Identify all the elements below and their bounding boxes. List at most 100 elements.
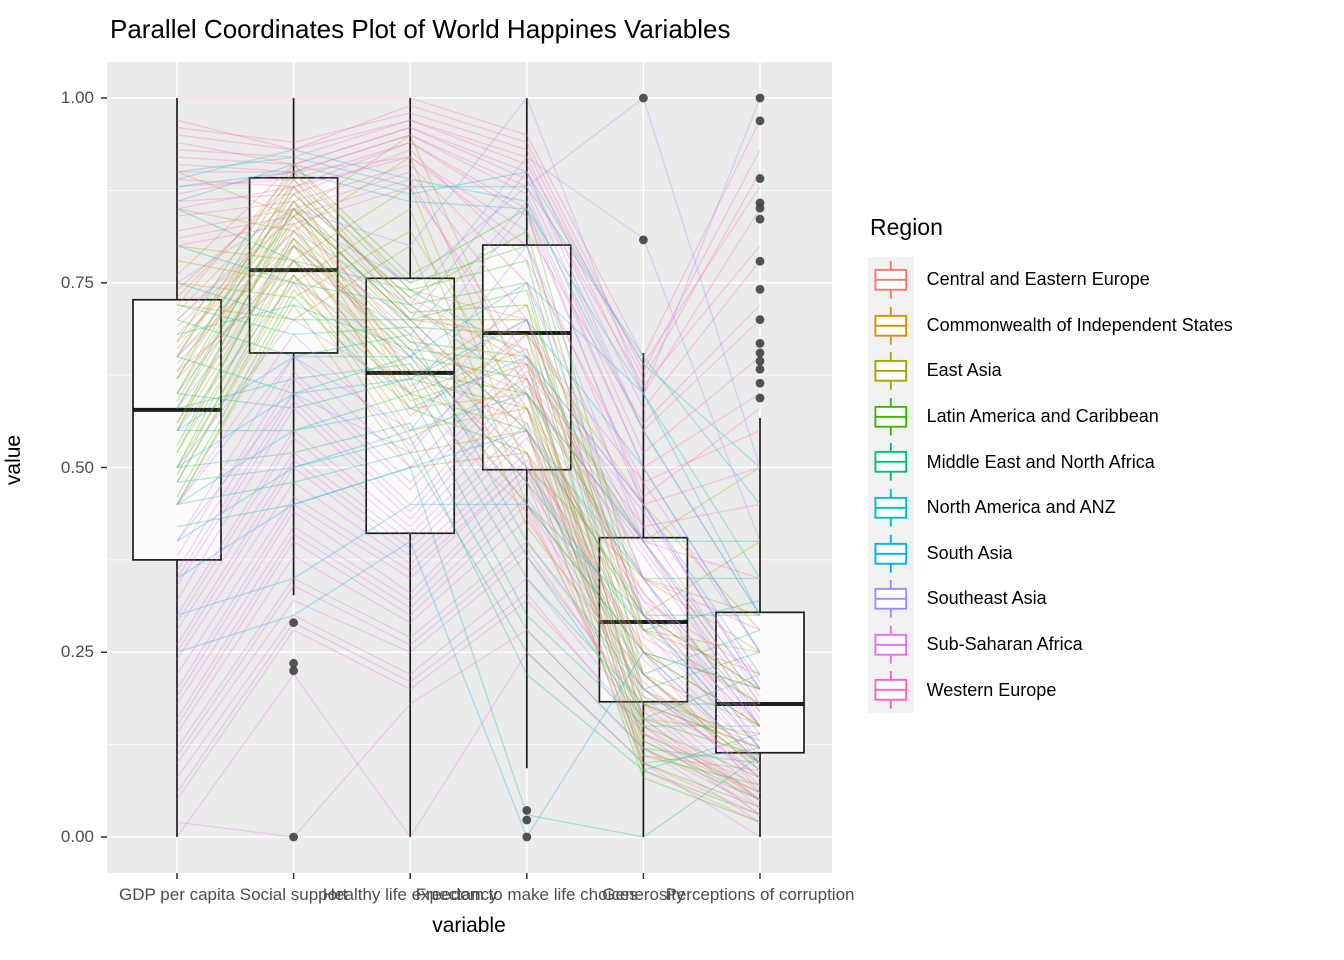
legend-label: Commonwealth of Independent States bbox=[926, 314, 1233, 335]
country-line bbox=[176, 651, 761, 839]
country-line bbox=[176, 163, 761, 690]
y-tick-label: 0.00 bbox=[60, 827, 94, 846]
country-line bbox=[176, 178, 761, 771]
country-line bbox=[176, 126, 761, 388]
country-line bbox=[176, 200, 761, 794]
country-line bbox=[176, 207, 761, 742]
country-line bbox=[176, 148, 761, 484]
country-line bbox=[176, 281, 761, 749]
country-line bbox=[176, 503, 761, 779]
x-tick-label: GDP per capita bbox=[119, 885, 235, 904]
legend-item: South Asia bbox=[868, 530, 1233, 577]
country-line bbox=[176, 156, 761, 506]
legend-item: Western Europe bbox=[868, 667, 1233, 713]
legend-key-boxplot-icon bbox=[868, 576, 914, 622]
country-line bbox=[176, 377, 761, 705]
country-line bbox=[176, 577, 761, 808]
country-line bbox=[176, 422, 761, 764]
legend-label: Southeast Asia bbox=[926, 588, 1047, 609]
country-line bbox=[176, 244, 761, 727]
country-line bbox=[176, 436, 761, 742]
legend-key-boxplot-icon bbox=[868, 439, 914, 485]
outlier-point bbox=[522, 805, 532, 815]
legend-key-boxplot-icon bbox=[868, 348, 914, 394]
boxplot-glyph-icon bbox=[874, 534, 908, 573]
country-line bbox=[176, 215, 761, 749]
legend-label: Middle East and North Africa bbox=[926, 451, 1155, 472]
outlier-point bbox=[755, 356, 765, 366]
legend-label: Central and Eastern Europe bbox=[926, 269, 1150, 290]
country-line bbox=[176, 208, 760, 543]
outlier-point bbox=[289, 832, 298, 842]
country-line bbox=[176, 141, 761, 499]
outlier-point bbox=[755, 214, 765, 224]
country-line bbox=[176, 282, 760, 616]
x-tick-label: Generosity bbox=[602, 885, 685, 904]
country-line bbox=[176, 318, 761, 764]
legend-item: Middle East and North Africa bbox=[868, 439, 1233, 485]
y-tick-label: 1.00 bbox=[60, 88, 94, 107]
country-line bbox=[176, 429, 761, 734]
country-line bbox=[176, 466, 761, 764]
legend-label: Western Europe bbox=[926, 679, 1057, 700]
country-line bbox=[176, 244, 761, 816]
y-tick-label: 0.75 bbox=[60, 272, 94, 292]
y-tick-label: 0.25 bbox=[60, 642, 94, 662]
outlier-point bbox=[755, 364, 765, 374]
country-line bbox=[176, 185, 761, 616]
country-line bbox=[177, 134, 761, 432]
country-line bbox=[176, 422, 761, 727]
outlier-point bbox=[755, 393, 765, 403]
legend-label: Latin America and Caribbean bbox=[926, 406, 1159, 427]
country-line bbox=[176, 370, 761, 697]
country-line bbox=[176, 592, 761, 816]
country-line bbox=[176, 193, 761, 705]
country-line bbox=[176, 385, 761, 712]
chart-title: Parallel Coordinates Plot of World Happi… bbox=[110, 14, 731, 44]
legend-key-boxplot-icon bbox=[868, 393, 914, 440]
outlier-point bbox=[755, 285, 765, 294]
country-line bbox=[176, 333, 761, 653]
country-line bbox=[176, 126, 761, 410]
country-line bbox=[176, 304, 761, 676]
boxplot-glyph-icon bbox=[874, 625, 908, 664]
legend-items: Central and Eastern Europe Commonwealth o… bbox=[868, 257, 1233, 713]
country-line bbox=[176, 237, 761, 631]
country-line bbox=[176, 237, 761, 772]
country-line bbox=[176, 599, 761, 816]
outlier-point bbox=[755, 348, 765, 358]
boxplot-box bbox=[715, 611, 805, 754]
country-line bbox=[176, 363, 761, 683]
legend-label: Sub-Saharan Africa bbox=[926, 634, 1083, 655]
country-line bbox=[176, 259, 761, 809]
x-tick-label: Perceptions of corruption bbox=[665, 885, 855, 904]
x-tick-label: Freedom to make life choices bbox=[415, 885, 638, 904]
country-line bbox=[176, 222, 761, 764]
boxplot-box bbox=[598, 536, 689, 703]
country-line bbox=[176, 244, 761, 727]
legend: Region Central and Eastern Europe Commonw… bbox=[868, 214, 1233, 713]
country-line bbox=[176, 392, 761, 720]
outlier-point bbox=[639, 93, 648, 103]
country-line bbox=[176, 473, 761, 764]
country-line bbox=[176, 540, 761, 839]
country-line bbox=[176, 171, 761, 579]
outlier-point bbox=[755, 378, 765, 388]
country-line bbox=[176, 171, 761, 579]
outlier-point bbox=[755, 116, 765, 126]
country-line bbox=[176, 237, 761, 801]
country-line bbox=[176, 170, 761, 727]
country-line bbox=[176, 547, 761, 801]
country-line bbox=[176, 215, 761, 757]
legend-title: Region bbox=[870, 214, 943, 240]
country-line bbox=[176, 207, 761, 690]
legend-item: Central and Eastern Europe bbox=[868, 257, 1233, 303]
legend-item: Latin America and Caribbean bbox=[868, 393, 1233, 440]
country-line bbox=[176, 193, 761, 801]
country-line bbox=[176, 185, 761, 779]
boxplot-glyph-icon bbox=[874, 488, 908, 527]
country-line bbox=[176, 540, 761, 794]
country-line bbox=[176, 200, 761, 676]
country-line bbox=[176, 178, 761, 675]
boxplot-glyph-icon bbox=[874, 397, 908, 436]
